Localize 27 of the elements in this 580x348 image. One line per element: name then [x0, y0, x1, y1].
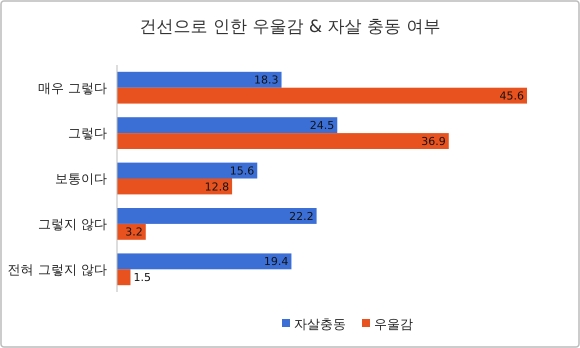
y-tick-label: 그렇지 않다 — [38, 217, 107, 232]
data-label: 36.9 — [421, 134, 446, 148]
chart-title: 건선으로 인한 우울감 & 자살 충동 여부 — [140, 17, 440, 37]
bar — [117, 253, 292, 270]
bar — [117, 178, 232, 194]
data-label: 12.8 — [204, 180, 230, 194]
y-tick-label: 전혀 그렇지 않다 — [8, 262, 107, 278]
bar — [117, 269, 130, 286]
data-label: 1.5 — [133, 271, 151, 284]
legend-label: 우울감 — [374, 318, 413, 333]
y-tick-label: 매우 그렇다 — [38, 81, 107, 96]
data-label: 15.6 — [230, 164, 254, 178]
bar — [117, 72, 282, 88]
bar — [117, 117, 338, 134]
y-tick-label: 보통이다 — [55, 172, 107, 188]
data-label: 24.5 — [310, 119, 334, 132]
data-label: 3.2 — [125, 226, 143, 239]
legend-label: 자살충동 — [294, 318, 346, 333]
bar — [117, 208, 317, 224]
bar — [117, 133, 449, 149]
y-tick-label: 그렇다 — [68, 126, 107, 142]
bar — [117, 88, 527, 104]
bar — [117, 162, 258, 178]
data-label: 45.6 — [500, 89, 524, 102]
data-label: 22.2 — [289, 210, 314, 223]
data-label: 18.3 — [254, 74, 279, 87]
data-label: 19.4 — [264, 255, 288, 268]
